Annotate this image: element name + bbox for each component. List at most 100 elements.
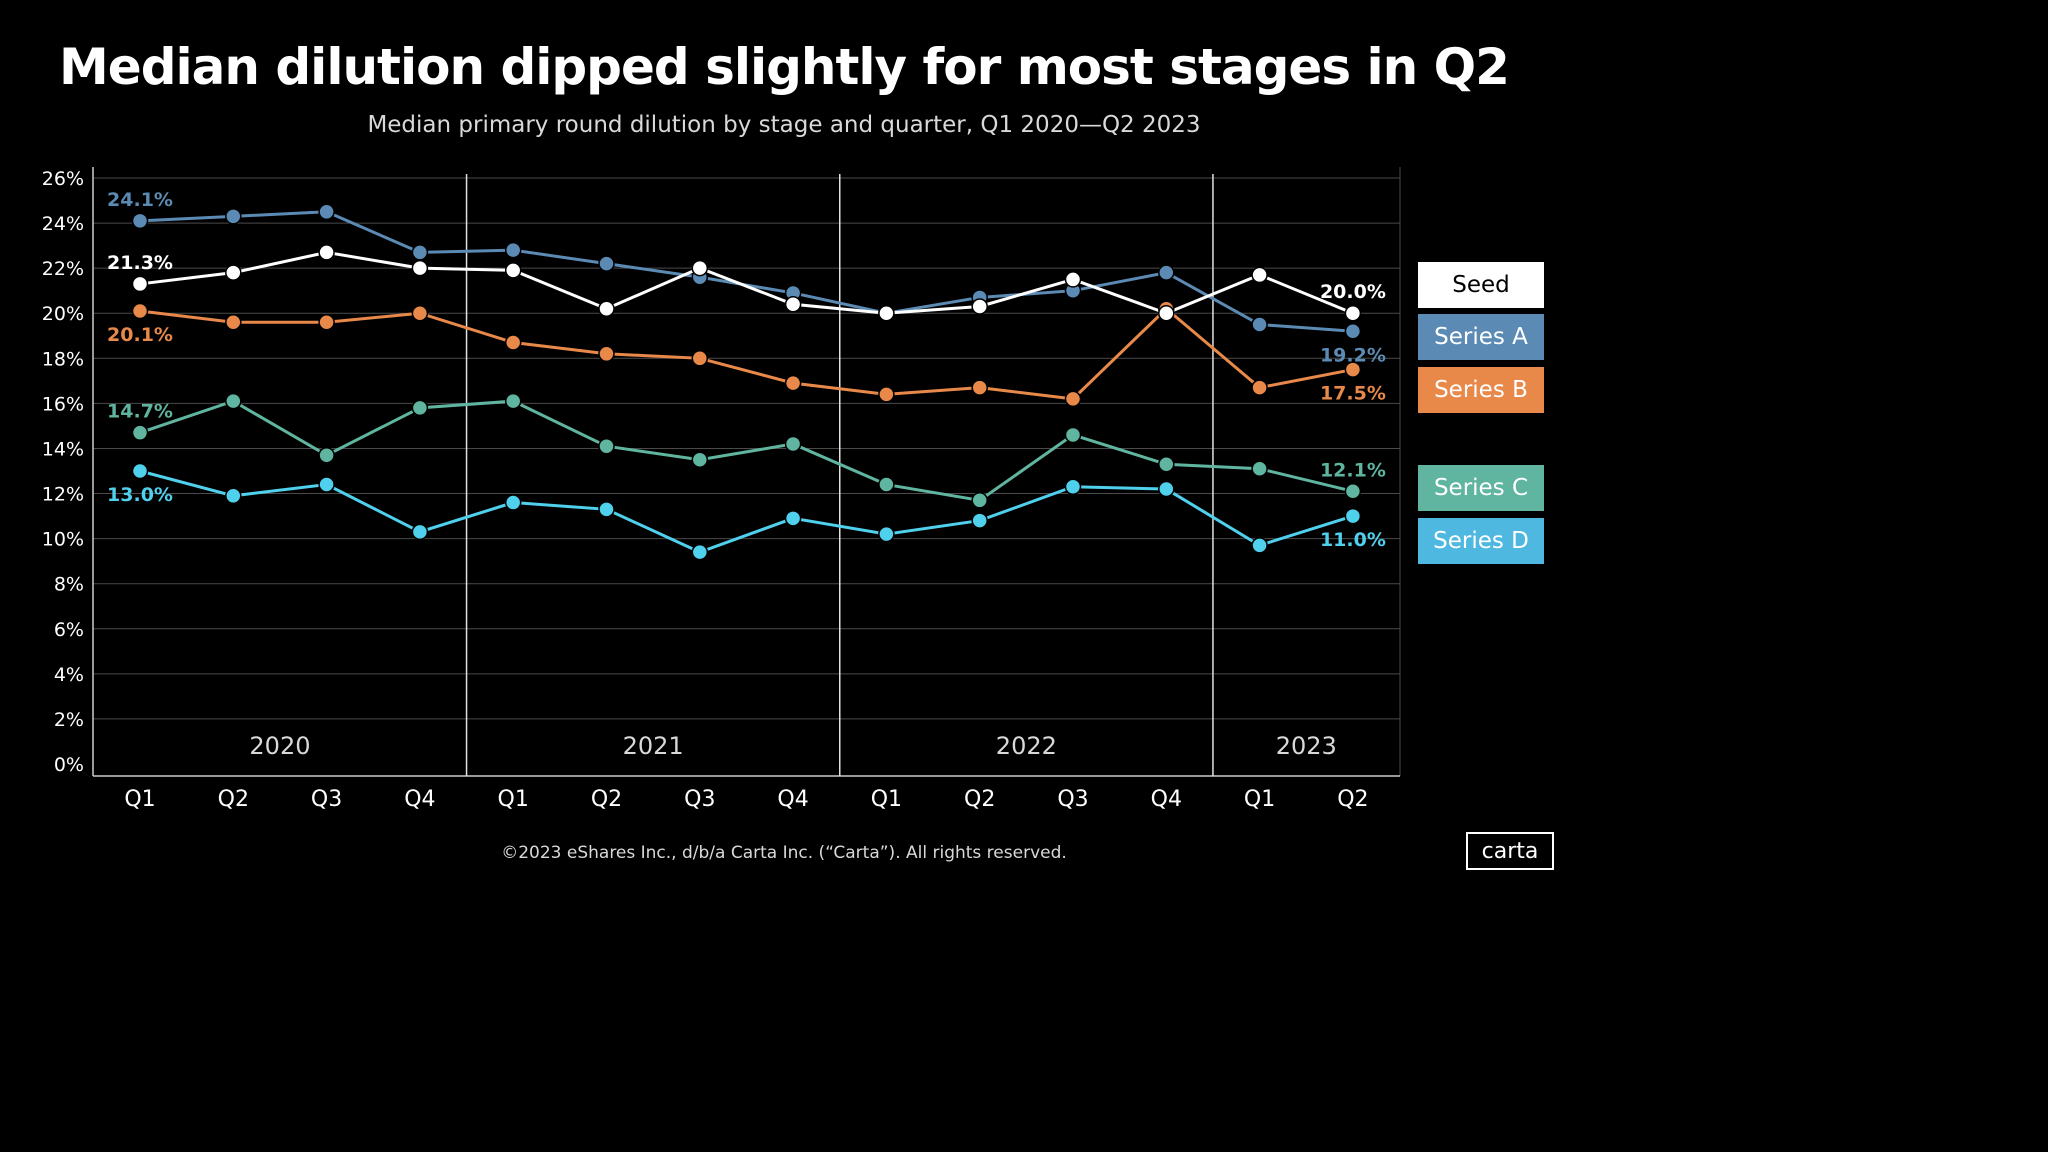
y-tick-label: 2%	[54, 709, 84, 731]
data-label: 19.2%	[1320, 344, 1386, 366]
line-chart: 0% 2% 4% 6% 8% 10% 12% 14% 16% 18% 20% 22% 24% 26% 202…	[42, 167, 1401, 812]
data-point-series-b	[131, 302, 149, 320]
data-point-series-a	[1344, 323, 1362, 340]
data-point-series-d	[225, 487, 242, 505]
data-point-series-b	[225, 313, 242, 331]
data-label: 21.3%	[107, 252, 173, 274]
y-tick-label: 4%	[54, 664, 84, 686]
data-point-series-a	[225, 208, 242, 225]
series-line-seed	[139, 250, 1354, 315]
series-line-series-b	[139, 306, 1354, 401]
data-point-series-d	[598, 501, 615, 518]
y-tick-label: 20%	[42, 303, 84, 325]
data-point-series-b	[1064, 390, 1082, 408]
y-tick-label: 16%	[42, 393, 84, 415]
data-point-seed	[1344, 304, 1362, 322]
y-tick-label: 8%	[54, 574, 84, 596]
data-point-series-c	[131, 424, 149, 441]
data-point-series-b	[1251, 379, 1268, 396]
data-point-series-c	[411, 399, 429, 417]
data-label: 20.1%	[107, 324, 173, 346]
year-label: 2021	[623, 732, 684, 760]
data-point-series-d	[971, 512, 988, 529]
data-point-series-a	[131, 212, 149, 230]
data-point-series-c	[504, 392, 522, 410]
data-point-series-d	[1344, 507, 1362, 525]
data-point-series-c	[1064, 426, 1082, 444]
y-tick-label: 26%	[42, 168, 84, 190]
x-tick-label: Q4	[404, 787, 435, 812]
data-point-series-d	[1158, 480, 1175, 498]
y-tick-label: 14%	[42, 438, 84, 460]
y-tick-label: 12%	[42, 484, 84, 506]
data-label: 14.7%	[107, 401, 173, 423]
x-tick-label: Q1	[1244, 787, 1275, 812]
data-point-series-d	[878, 525, 895, 543]
y-tick-label: 18%	[42, 348, 84, 370]
x-tick-label: Q1	[124, 787, 155, 812]
data-point-seed	[971, 298, 988, 315]
legend-item-series-d: Series D	[1418, 518, 1544, 564]
x-tick-label: Q3	[684, 787, 715, 812]
data-point-series-a	[504, 241, 522, 259]
chart-subtitle: Median primary round dilution by stage a…	[367, 112, 1201, 138]
data-point-series-d	[318, 476, 335, 493]
series-line-series-d	[139, 469, 1354, 554]
data-point-series-c	[225, 392, 242, 410]
data-point-series-b	[1344, 361, 1362, 378]
legend-label: Series C	[1433, 475, 1529, 501]
data-point-series-b	[878, 386, 895, 403]
data-point-series-b	[504, 334, 522, 351]
data-point-series-b	[691, 350, 709, 367]
y-tick-label: 22%	[42, 258, 84, 280]
data-label: 12.1%	[1320, 459, 1386, 481]
chart-title: Median dilution dipped slightly for most…	[59, 38, 1510, 96]
data-point-seed	[1158, 304, 1175, 322]
x-tick-label: Q2	[964, 787, 995, 812]
data-point-series-d	[411, 523, 429, 541]
data-point-series-c	[878, 476, 895, 493]
data-point-series-d	[1064, 478, 1082, 496]
x-tick-label: Q3	[1057, 787, 1088, 812]
y-tick-label: 0%	[54, 754, 84, 776]
data-point-series-a	[318, 203, 335, 221]
data-point-series-b	[971, 379, 988, 396]
legend-label: Seed	[1452, 272, 1510, 298]
logo-text: carta	[1481, 838, 1539, 864]
data-point-seed	[1064, 271, 1082, 288]
data-point-seed	[598, 300, 615, 317]
data-point-seed	[225, 264, 242, 281]
data-point-seed	[131, 275, 149, 293]
carta-logo: carta	[1466, 832, 1554, 870]
legend-label: Series A	[1434, 324, 1528, 350]
x-tick-label: Q2	[591, 787, 622, 812]
data-point-seed	[504, 262, 522, 279]
data-label: 20.0%	[1320, 281, 1386, 303]
data-point-series-d	[1251, 537, 1268, 554]
x-tick-label: Q2	[1337, 787, 1368, 812]
legend-item-series-a: Series A	[1418, 314, 1544, 360]
data-point-series-a	[1251, 316, 1268, 333]
data-point-series-c	[691, 451, 709, 468]
x-tick-label: Q1	[498, 787, 529, 812]
data-point-series-c	[971, 492, 988, 509]
series-line-series-c	[139, 399, 1354, 502]
data-point-series-c	[1158, 455, 1175, 473]
year-label: 2023	[1276, 732, 1337, 760]
copyright-footer: ©2023 eShares Inc., d/b/a Carta Inc. (“C…	[501, 843, 1067, 863]
x-tick-label: Q3	[311, 787, 342, 812]
legend-label: Series B	[1434, 377, 1528, 403]
legend-item-seed: Seed	[1418, 262, 1544, 308]
data-point-series-b	[598, 345, 615, 363]
data-point-seed	[691, 259, 709, 277]
x-tick-label: Q2	[218, 787, 249, 812]
data-point-series-d	[691, 543, 709, 561]
data-point-series-d	[504, 494, 522, 511]
data-point-series-c	[598, 437, 615, 455]
x-tick-label: Q4	[777, 787, 808, 812]
data-point-seed	[411, 259, 429, 277]
y-tick-label: 24%	[42, 213, 84, 235]
data-point-series-d	[784, 510, 802, 527]
data-point-series-b	[411, 304, 429, 322]
data-point-series-a	[598, 255, 615, 272]
